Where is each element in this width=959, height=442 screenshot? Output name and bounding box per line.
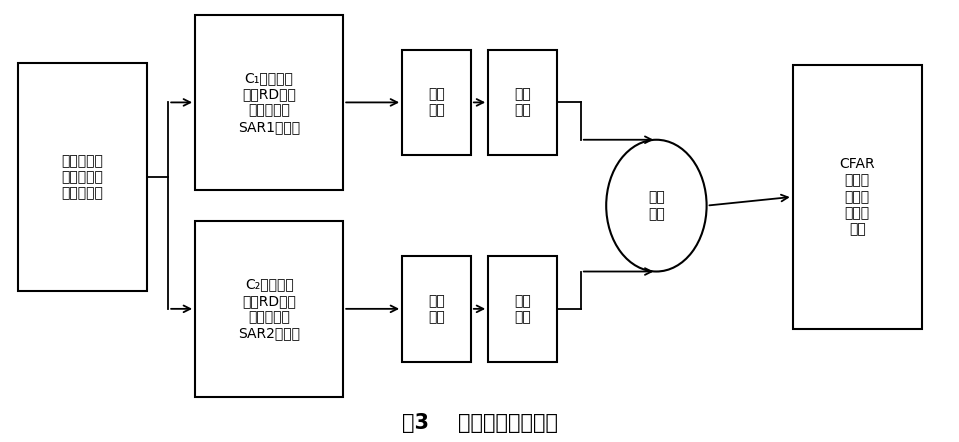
- FancyBboxPatch shape: [195, 221, 343, 396]
- Text: C₂路数据补
偿，RD算法
成像，得到
SAR2复图像: C₂路数据补 偿，RD算法 成像，得到 SAR2复图像: [238, 278, 300, 340]
- Text: C₁路数据补
偿，RD算法
成像，得到
SAR1复图像: C₁路数据补 偿，RD算法 成像，得到 SAR1复图像: [238, 71, 300, 134]
- FancyBboxPatch shape: [488, 256, 557, 362]
- Text: 时间
校准: 时间 校准: [514, 88, 531, 118]
- Text: 单通道原始
回波数据方
位向二抽一: 单通道原始 回波数据方 位向二抽一: [61, 154, 104, 200]
- FancyBboxPatch shape: [402, 256, 471, 362]
- Text: 时间
校准: 时间 校准: [514, 294, 531, 324]
- FancyBboxPatch shape: [793, 65, 922, 328]
- Text: CFAR
（幅度
门限）
动目标
检测: CFAR （幅度 门限） 动目标 检测: [839, 157, 875, 236]
- FancyBboxPatch shape: [18, 63, 148, 291]
- FancyBboxPatch shape: [402, 50, 471, 155]
- Text: 图像
配准: 图像 配准: [428, 294, 445, 324]
- FancyBboxPatch shape: [195, 15, 343, 190]
- Ellipse shape: [606, 140, 707, 271]
- FancyBboxPatch shape: [488, 50, 557, 155]
- Text: 相减
求模: 相减 求模: [648, 191, 665, 221]
- Text: 图像
配准: 图像 配准: [428, 88, 445, 118]
- Text: 图3    仿真数据方法流程: 图3 仿真数据方法流程: [402, 413, 557, 433]
